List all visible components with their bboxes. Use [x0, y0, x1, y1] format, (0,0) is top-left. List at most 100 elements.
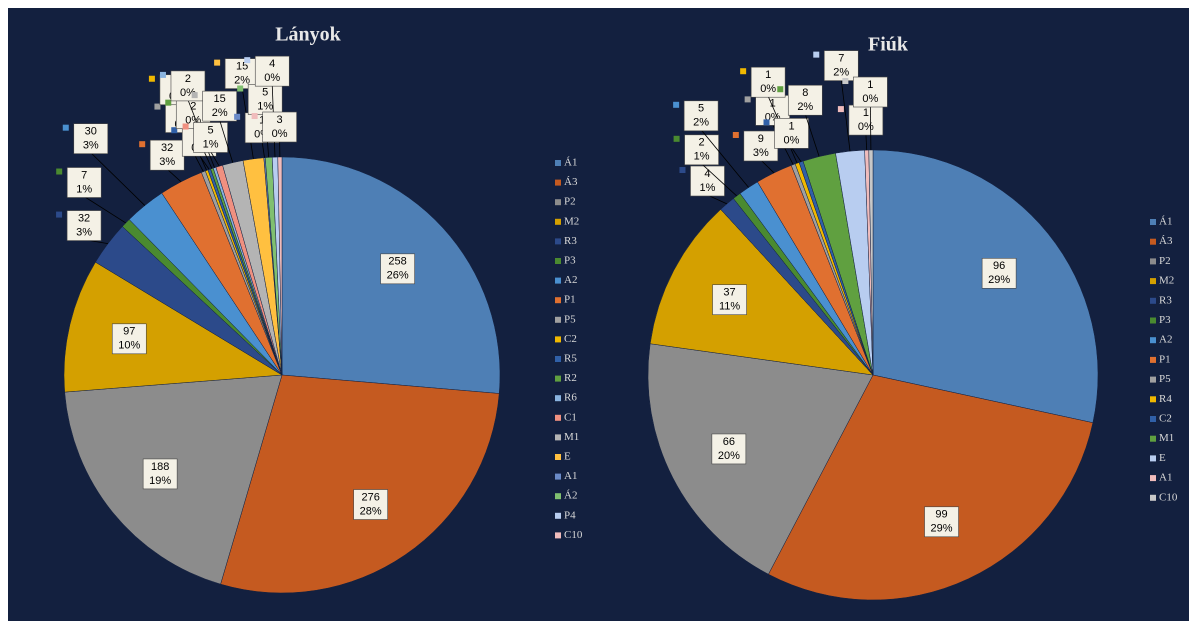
- data-label: 4: [704, 168, 710, 180]
- data-label: 1: [765, 69, 771, 81]
- legend-swatch: [555, 179, 561, 186]
- legend-swatch: [555, 375, 561, 382]
- data-label-percent: 3%: [159, 156, 175, 168]
- leader-line: [760, 159, 775, 174]
- legend-swatch: [555, 199, 561, 206]
- legend-label: Á1: [1159, 216, 1172, 228]
- legend-swatch: [1150, 297, 1156, 304]
- legend-label: A1: [1159, 472, 1172, 484]
- legend-label: P2: [1159, 255, 1171, 267]
- legend-swatch: [1150, 356, 1156, 363]
- legend-key-marker: [679, 167, 686, 174]
- leader-line: [804, 114, 820, 157]
- legend-key-marker: [191, 92, 198, 99]
- data-label-percent: 0%: [760, 83, 776, 95]
- legend-label: E: [1159, 452, 1166, 464]
- label-box: [683, 100, 719, 132]
- leader-line: [701, 163, 737, 197]
- data-label: 1: [788, 120, 794, 132]
- legend-swatch: [1150, 376, 1156, 383]
- data-label-percent: 3%: [753, 147, 769, 159]
- legend-key-marker: [732, 131, 739, 138]
- legend-swatch: [555, 512, 561, 519]
- legend-key-marker: [740, 68, 747, 75]
- data-label-percent: 1%: [700, 182, 716, 194]
- legend-label: M1: [564, 431, 579, 443]
- data-label: 1: [867, 79, 873, 91]
- legend-key-marker: [744, 96, 751, 103]
- data-label-percent: 10%: [118, 340, 140, 352]
- data-label: 5: [208, 124, 214, 136]
- legend-key-marker: [56, 211, 63, 218]
- data-label-percent: 28%: [360, 505, 382, 517]
- legend-label: R3: [1159, 294, 1172, 306]
- data-label-percent: 0%: [272, 128, 288, 140]
- data-label: 3: [277, 114, 283, 126]
- label-box: [142, 458, 178, 490]
- legend-label: Á2: [564, 490, 577, 502]
- label-box: [202, 90, 237, 122]
- legend-key-marker: [837, 106, 844, 113]
- data-label: 5: [698, 103, 704, 115]
- pie-slice: [868, 149, 874, 376]
- legend-key-marker: [148, 75, 155, 82]
- data-label-percent: 29%: [931, 523, 953, 535]
- data-label: 1: [863, 107, 869, 119]
- legend-swatch: [1150, 455, 1156, 462]
- legend-swatch: [1150, 416, 1156, 422]
- legend-swatch: [555, 297, 561, 304]
- label-box: [853, 76, 888, 108]
- legend-label: P5: [1159, 373, 1171, 385]
- legend-swatch: [1150, 475, 1156, 482]
- legend-swatch: [555, 454, 561, 460]
- legend-swatch: [1150, 396, 1156, 403]
- data-label-percent: 0%: [858, 121, 874, 133]
- pie-slice: [63, 261, 283, 393]
- legend-swatch: [555, 532, 561, 539]
- data-label-percent: 19%: [149, 475, 171, 487]
- legend-swatch: [555, 434, 561, 441]
- legend-key-marker: [159, 71, 166, 78]
- legend-swatch: [555, 238, 561, 245]
- label-box: [787, 84, 823, 116]
- legend-key-marker: [237, 85, 244, 92]
- label-box: [66, 210, 102, 241]
- label-box: [149, 139, 185, 171]
- label-box: [684, 134, 719, 166]
- data-label-percent: 20%: [718, 450, 740, 462]
- legend-label: R4: [1159, 393, 1172, 405]
- legend-swatch: [555, 336, 561, 343]
- data-label-percent: 1%: [203, 138, 219, 150]
- data-label-percent: 3%: [76, 226, 92, 238]
- legend-label: P1: [1159, 353, 1171, 365]
- legend-label: P3: [1159, 314, 1171, 326]
- legend-swatch: [1150, 494, 1156, 501]
- legend-label: P2: [564, 196, 576, 208]
- legend-swatch: [1150, 435, 1156, 442]
- legend-key-marker: [171, 127, 178, 134]
- legend-key-marker: [139, 141, 146, 148]
- data-label: 37: [723, 287, 735, 299]
- data-label-percent: 2%: [693, 117, 709, 129]
- leader-line: [869, 106, 872, 151]
- legend-label: R5: [564, 353, 577, 365]
- legend-label: A2: [564, 274, 577, 286]
- leader-line: [840, 79, 851, 152]
- data-label-percent: 2%: [797, 101, 813, 113]
- legend-label: E: [564, 451, 571, 463]
- leader-line: [865, 134, 868, 151]
- legend-label: C2: [1159, 413, 1172, 425]
- data-label: 258: [388, 256, 406, 268]
- legend-key-marker: [673, 101, 680, 108]
- pie-slice: [768, 374, 1094, 601]
- legend-label: M2: [564, 215, 579, 227]
- data-label: 30: [85, 126, 97, 138]
- data-label-percent: 0%: [264, 72, 280, 84]
- data-label-percent: 1%: [694, 151, 710, 163]
- legend-swatch: [555, 473, 561, 480]
- legend-key-marker: [842, 78, 849, 85]
- legend-swatch: [1150, 317, 1156, 324]
- data-label: 7: [838, 53, 844, 65]
- data-label: 15: [214, 93, 226, 105]
- legend-label: R6: [564, 392, 577, 404]
